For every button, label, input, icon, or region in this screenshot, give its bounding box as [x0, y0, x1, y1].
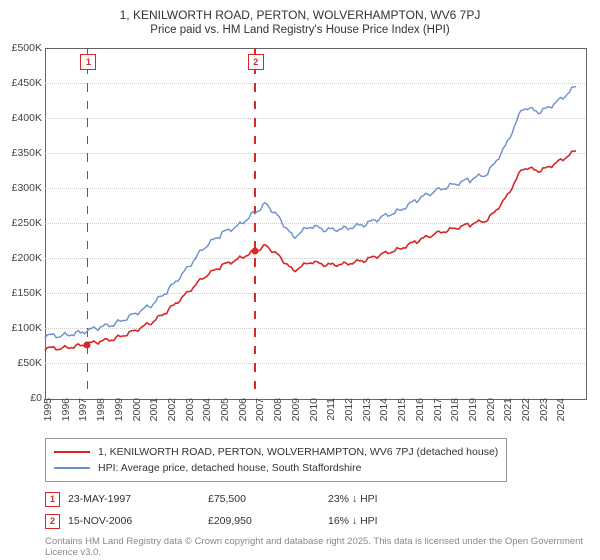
x-tick-label: 2000 [125, 398, 143, 421]
sale-date: 15-NOV-2006 [68, 515, 208, 527]
x-tick-label: 2007 [248, 398, 266, 421]
x-tick-label: 1998 [89, 398, 107, 421]
sale-info-marker: 1 [45, 492, 60, 507]
x-tick-label: 2019 [461, 398, 479, 421]
x-tick-label: 2017 [426, 398, 444, 421]
y-tick-label: £100K [12, 322, 45, 334]
x-tick-label: 2018 [443, 398, 461, 421]
x-tick-label: 2011 [319, 398, 337, 421]
legend-swatch-property [54, 451, 90, 453]
title-line-1: 1, KENILWORTH ROAD, PERTON, WOLVERHAMPTO… [0, 8, 600, 22]
x-tick-label: 2005 [213, 398, 231, 421]
x-tick-label: 2022 [514, 398, 532, 421]
y-tick-label: £250K [12, 217, 45, 229]
y-tick-label: £400K [12, 112, 45, 124]
sale-price: £75,500 [208, 493, 328, 505]
sale-date: 23-MAY-1997 [68, 493, 208, 505]
x-tick-label: 2001 [142, 398, 160, 421]
legend-label-hpi: HPI: Average price, detached house, Sout… [98, 462, 361, 474]
title-line-2: Price paid vs. HM Land Registry's House … [0, 24, 600, 36]
sale-info-block: 1 23-MAY-1997£75,50023% ↓ HPI 2 15-NOV-2006… [45, 488, 585, 532]
sale-marker: 2 [248, 54, 264, 70]
x-tick-label: 1999 [107, 398, 125, 421]
y-tick-label: £200K [12, 252, 45, 264]
sale-marker: 1 [80, 54, 96, 70]
sale-point [251, 248, 258, 255]
x-tick-label: 2009 [284, 398, 302, 421]
legend-row-hpi: HPI: Average price, detached house, Sout… [54, 460, 498, 476]
x-tick-label: 1996 [54, 398, 72, 421]
series-svg [45, 48, 585, 398]
x-tick-label: 2016 [408, 398, 426, 421]
x-tick-label: 2004 [195, 398, 213, 421]
x-tick-label: 2012 [337, 398, 355, 421]
legend-swatch-hpi [54, 467, 90, 468]
x-tick-label: 1995 [36, 398, 54, 421]
legend: 1, KENILWORTH ROAD, PERTON, WOLVERHAMPTO… [45, 438, 507, 482]
x-tick-label: 2024 [549, 398, 567, 421]
chart-title: 1, KENILWORTH ROAD, PERTON, WOLVERHAMPTO… [0, 0, 600, 36]
y-tick-label: £50K [17, 357, 45, 369]
x-tick-label: 2021 [496, 398, 514, 421]
sale-info-row: 1 23-MAY-1997£75,50023% ↓ HPI [45, 488, 585, 510]
legend-row-property: 1, KENILWORTH ROAD, PERTON, WOLVERHAMPTO… [54, 444, 498, 460]
y-tick-label: £150K [12, 287, 45, 299]
sale-delta: 16% ↓ HPI [328, 515, 378, 527]
legend-label-property: 1, KENILWORTH ROAD, PERTON, WOLVERHAMPTO… [98, 446, 498, 458]
x-tick-label: 2008 [266, 398, 284, 421]
x-tick-label: 2013 [355, 398, 373, 421]
sale-info-row: 2 15-NOV-2006£209,95016% ↓ HPI [45, 510, 585, 532]
sale-price: £209,950 [208, 515, 328, 527]
x-tick-label: 2006 [231, 398, 249, 421]
attribution-text: Contains HM Land Registry data © Crown c… [45, 536, 585, 558]
y-tick-label: £500K [12, 42, 45, 54]
x-tick-label: 2020 [479, 398, 497, 421]
y-tick-label: £450K [12, 77, 45, 89]
x-tick-label: 2010 [302, 398, 320, 421]
x-tick-label: 2003 [178, 398, 196, 421]
sale-delta: 23% ↓ HPI [328, 493, 378, 505]
x-tick-label: 2002 [160, 398, 178, 421]
series-line [45, 87, 576, 339]
sale-point [84, 342, 91, 349]
chart-footer: 1, KENILWORTH ROAD, PERTON, WOLVERHAMPTO… [45, 438, 585, 558]
x-tick-label: 2023 [532, 398, 550, 421]
y-tick-label: £300K [12, 182, 45, 194]
x-tick-label: 1997 [71, 398, 89, 421]
chart-plot-area: £0£50K£100K£150K£200K£250K£300K£350K£400… [45, 48, 585, 398]
x-tick-label: 2014 [372, 398, 390, 421]
y-tick-label: £350K [12, 147, 45, 159]
x-tick-label: 2015 [390, 398, 408, 421]
sale-info-marker: 2 [45, 514, 60, 529]
